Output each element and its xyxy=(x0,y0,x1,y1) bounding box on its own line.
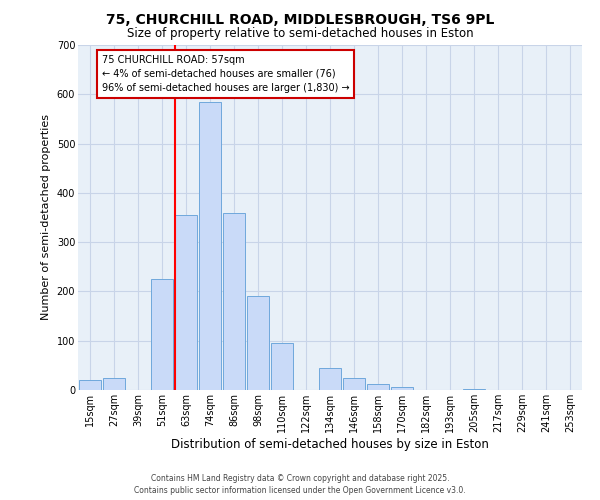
Bar xyxy=(223,212,245,390)
Bar xyxy=(199,102,221,390)
Bar xyxy=(175,215,197,390)
Text: Size of property relative to semi-detached houses in Eston: Size of property relative to semi-detach… xyxy=(127,28,473,40)
Bar xyxy=(463,389,485,390)
Bar xyxy=(391,387,413,390)
Bar xyxy=(343,378,365,390)
Bar xyxy=(247,296,269,390)
Bar xyxy=(151,279,173,390)
Bar xyxy=(271,343,293,390)
X-axis label: Distribution of semi-detached houses by size in Eston: Distribution of semi-detached houses by … xyxy=(171,438,489,450)
Text: 75 CHURCHILL ROAD: 57sqm
← 4% of semi-detached houses are smaller (76)
96% of se: 75 CHURCHILL ROAD: 57sqm ← 4% of semi-de… xyxy=(102,55,350,93)
Bar xyxy=(319,368,341,390)
Bar xyxy=(367,384,389,390)
Bar xyxy=(103,378,125,390)
Y-axis label: Number of semi-detached properties: Number of semi-detached properties xyxy=(41,114,51,320)
Text: 75, CHURCHILL ROAD, MIDDLESBROUGH, TS6 9PL: 75, CHURCHILL ROAD, MIDDLESBROUGH, TS6 9… xyxy=(106,12,494,26)
Text: Contains HM Land Registry data © Crown copyright and database right 2025.
Contai: Contains HM Land Registry data © Crown c… xyxy=(134,474,466,495)
Bar xyxy=(79,380,101,390)
